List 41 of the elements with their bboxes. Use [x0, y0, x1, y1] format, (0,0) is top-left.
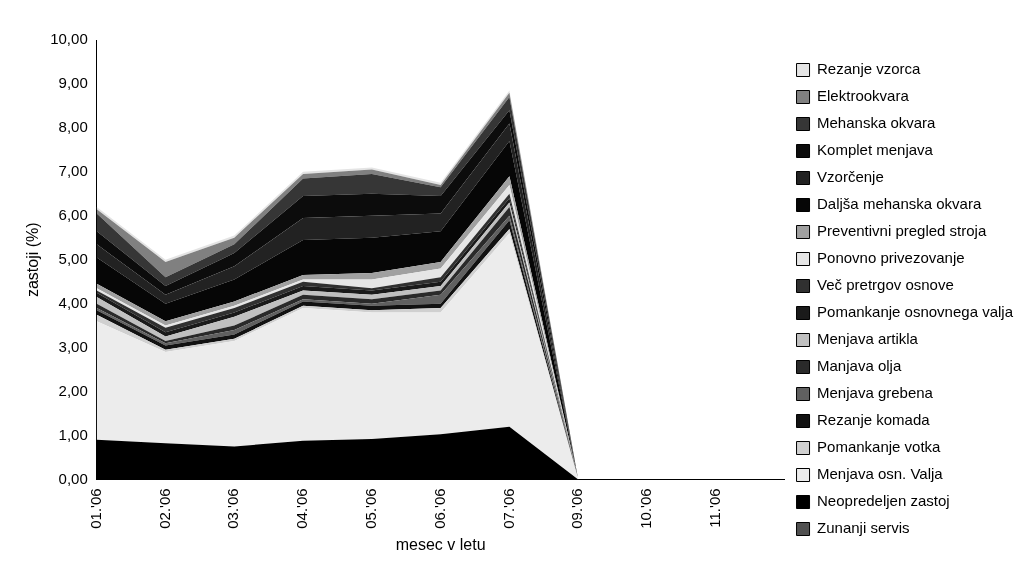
y-tick-label: 5,00 — [58, 249, 88, 267]
legend-label: Neopredeljen zastoj — [817, 492, 950, 510]
legend-label: Pomankanje votka — [817, 438, 942, 456]
legend-label: Komplet menjava — [817, 141, 934, 159]
legend-label: Menjava artikla — [817, 330, 919, 348]
x-tick-label: 07.'06 — [499, 488, 517, 529]
y-tick-label: 10,00 — [50, 30, 88, 48]
legend-label: Ponovno privezovanje — [817, 249, 965, 267]
y-tick-label: 1,00 — [58, 425, 88, 443]
x-tick-label: 04.'06 — [293, 488, 311, 529]
x-axis-title: mesec v letu — [395, 535, 486, 553]
legend-label: Menjava grebena — [817, 384, 934, 402]
y-tick-label: 3,00 — [58, 337, 88, 355]
legend-label: Rezanje komada — [817, 411, 931, 429]
y-tick-label: 4,00 — [58, 293, 88, 311]
x-tick-label: 03.'06 — [224, 488, 242, 529]
y-tick-label: 7,00 — [58, 161, 88, 179]
legend-label: Elektrookvara — [817, 87, 910, 105]
legend-label: Več pretrgov osnove — [817, 276, 954, 294]
y-tick-label: 8,00 — [58, 118, 88, 136]
x-tick-label: 02.'06 — [155, 488, 173, 529]
x-tick-label: 05.'06 — [362, 488, 379, 529]
y-tick-label: 9,00 — [58, 74, 88, 92]
x-tick-label: 10.'06 — [637, 488, 655, 529]
legend-label: Vzorčenje — [817, 168, 884, 186]
legend-label: Daljša mehanska okvara — [817, 195, 982, 213]
legend-label: Manjava olja — [817, 357, 902, 375]
y-tick-label: 2,00 — [58, 381, 88, 399]
legend-label: Menjava osn. Valja — [817, 465, 944, 483]
legend-label: Pomankanje osnovnega valja — [817, 303, 1014, 321]
legend-label: Mehanska okvara — [817, 114, 937, 132]
legend-label: Rezanje vzorca — [817, 60, 922, 78]
x-tick-label: 09.'06 — [568, 488, 586, 529]
legend-label: Preventivni pregled stroja — [817, 222, 987, 240]
x-tick-label: 01.'06 — [86, 488, 104, 529]
x-tick-label: 06.'06 — [430, 488, 448, 529]
y-axis-title: zastoji (%) — [24, 222, 42, 298]
x-tick-label: 11.'06 — [705, 488, 723, 528]
y-tick-label: 6,00 — [58, 205, 88, 223]
y-tick-label: 0,00 — [58, 469, 88, 487]
legend-label: Zunanji servis — [817, 519, 910, 537]
